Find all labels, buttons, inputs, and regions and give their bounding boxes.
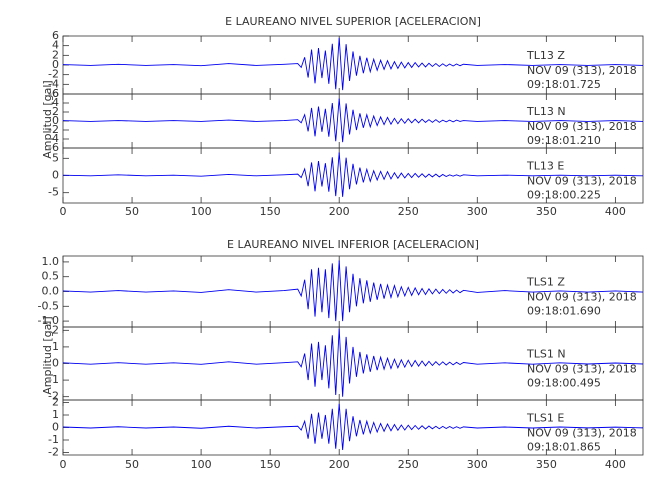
x-tick-label: 50 <box>125 205 139 218</box>
trace-label: TL13 Z <box>526 49 565 62</box>
y-tick-label: 0.5 <box>42 270 60 283</box>
trace-date: NOV 09 (313), 2018 <box>527 291 637 304</box>
y-tick-label: -4 <box>48 132 59 145</box>
y-tick-label: -2 <box>48 68 59 81</box>
x-tick-label: 50 <box>125 458 139 471</box>
waveform <box>62 403 644 451</box>
y-tick-label: 1 <box>52 340 59 353</box>
y-tick-label: -6 <box>48 87 59 100</box>
x-tick-label: 0 <box>60 458 67 471</box>
trace-label: TLS1 Z <box>526 276 565 289</box>
trace-time: 09:18:00.225 <box>527 189 601 202</box>
x-tick-label: 200 <box>329 458 350 471</box>
x-tick-label: 0 <box>60 205 67 218</box>
y-tick-label: 6 <box>52 29 59 42</box>
y-tick-label: 1.0 <box>42 255 60 268</box>
trace-label: TL13 N <box>526 105 566 118</box>
y-tick-label: -1.0 <box>38 314 59 327</box>
trace-date: NOV 09 (313), 2018 <box>527 120 637 133</box>
y-tick-label: -6 <box>48 141 59 154</box>
chart-title: E LAUREANO NIVEL INFERIOR [ACELERACION] <box>227 238 479 251</box>
x-tick-label: 150 <box>260 205 281 218</box>
x-tick-label: 150 <box>260 458 281 471</box>
y-tick-label: 2 <box>52 48 59 61</box>
y-tick-label: -0.5 <box>38 299 59 312</box>
y-tick-label: 5 <box>52 151 59 164</box>
trace-time: 09:18:01.690 <box>527 305 601 318</box>
y-tick-label: 1 <box>52 408 59 421</box>
trace-time: 09:18:00.495 <box>527 377 601 390</box>
x-tick-label: 250 <box>398 205 419 218</box>
y-tick-label: -1 <box>48 433 59 446</box>
trace-label: TLS1 N <box>526 348 566 361</box>
waveform <box>62 152 644 197</box>
y-tick-label: 6 <box>52 87 59 100</box>
trace-label: TLS1 E <box>526 412 564 425</box>
y-tick-label: 4 <box>52 96 59 109</box>
x-tick-label: 100 <box>191 458 212 471</box>
y-tick-label: 0 <box>52 58 59 71</box>
waveform <box>62 37 644 91</box>
y-tick-label: -2 <box>48 123 59 136</box>
trace-time: 09:18:01.725 <box>527 78 601 91</box>
trace-time: 09:18:01.865 <box>527 441 601 454</box>
x-tick-label: 350 <box>536 205 557 218</box>
y-tick-label: 0 <box>52 421 59 434</box>
trace-date: NOV 09 (313), 2018 <box>527 175 637 188</box>
y-tick-label: 0 <box>52 114 59 127</box>
y-axis-label: Amplitud [gal] <box>41 316 54 394</box>
waveform <box>62 328 644 397</box>
y-tick-label: 2 <box>52 396 59 409</box>
y-tick-label: 0 <box>52 169 59 182</box>
chart-title: E LAUREANO NIVEL SUPERIOR [ACELERACION] <box>225 15 481 28</box>
y-tick-label: 0 <box>52 357 59 370</box>
y-tick-label: -5 <box>48 186 59 199</box>
x-tick-label: 400 <box>605 458 626 471</box>
y-axis-label: Amplitud [gal] <box>41 80 54 158</box>
waveform <box>62 98 644 143</box>
x-tick-label: 400 <box>605 205 626 218</box>
trace-date: NOV 09 (313), 2018 <box>527 427 637 440</box>
y-tick-label: -1 <box>48 373 59 386</box>
trace-time: 09:18:01.210 <box>527 134 601 147</box>
y-tick-label: -4 <box>48 77 59 90</box>
y-tick-label: 4 <box>52 39 59 52</box>
y-tick-label: 2 <box>52 105 59 118</box>
y-tick-label: -2 <box>48 446 59 459</box>
trace-date: NOV 09 (313), 2018 <box>527 363 637 376</box>
x-tick-label: 350 <box>536 458 557 471</box>
x-tick-label: 300 <box>467 205 488 218</box>
x-tick-label: 100 <box>191 205 212 218</box>
y-tick-label: -2 <box>48 390 59 403</box>
trace-date: NOV 09 (313), 2018 <box>527 64 637 77</box>
x-tick-label: 250 <box>398 458 419 471</box>
waveform <box>62 260 644 322</box>
y-tick-label: 0.0 <box>42 285 60 298</box>
x-tick-label: 300 <box>467 458 488 471</box>
y-tick-label: 2 <box>52 323 59 336</box>
x-tick-label: 200 <box>329 205 350 218</box>
trace-label: TL13 E <box>526 160 564 173</box>
